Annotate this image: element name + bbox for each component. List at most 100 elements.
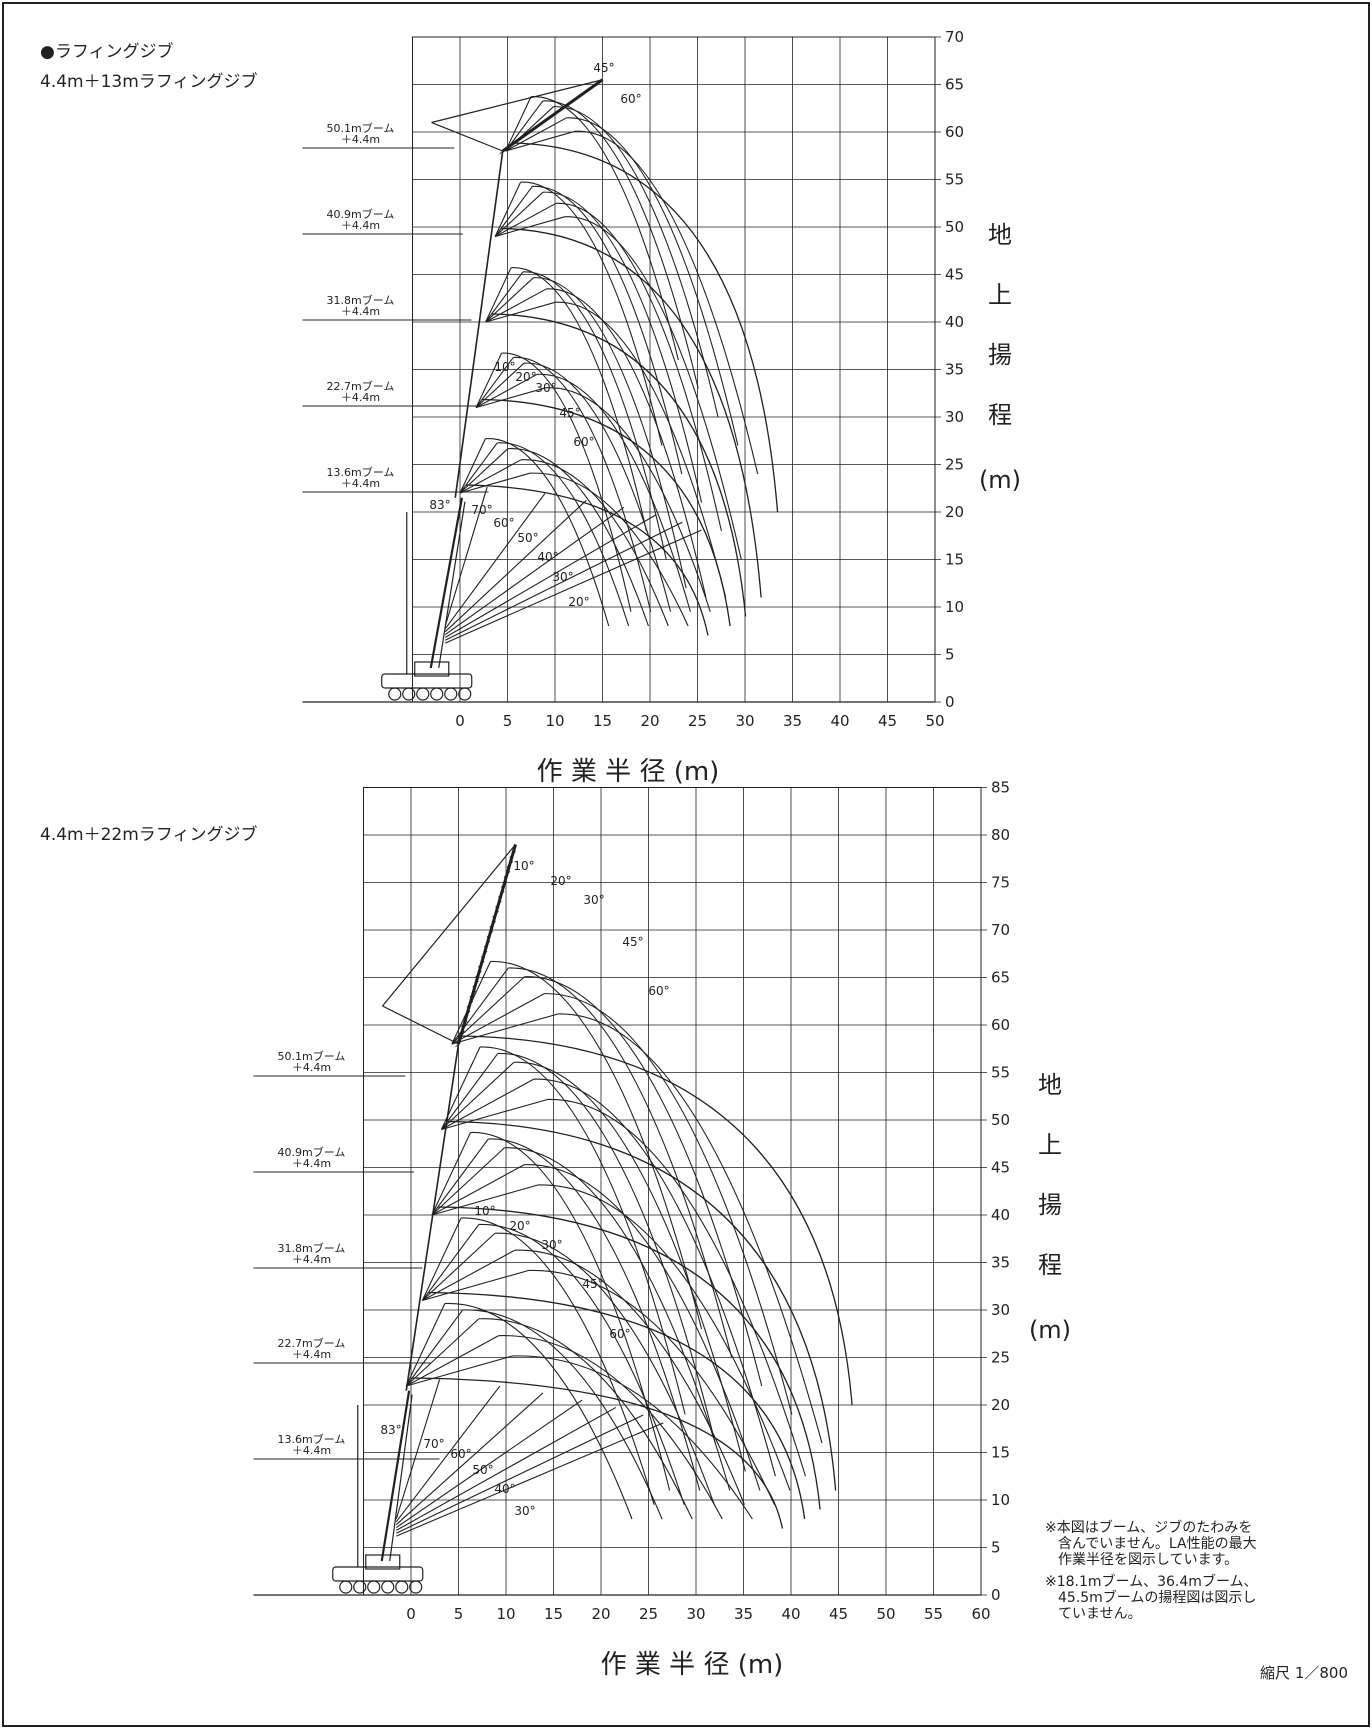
lattice-brace [492,911,499,918]
y-tick-label: 35 [945,361,964,379]
boom-angle-line [396,1422,664,1537]
boom-angle-line [396,1414,644,1534]
lattice-brace [495,901,502,908]
jib-angle-label: 20° [509,1219,530,1233]
x-tick-label: 50 [876,1605,895,1623]
working-radius-curve [444,1302,633,1520]
jib-position-line [421,1224,480,1301]
jib-position-line [441,1061,515,1130]
x-tick-label: 50 [925,712,944,730]
y-tick-label: 5 [945,646,955,664]
working-radius-curve [565,216,742,560]
jib-position-line [405,1318,480,1387]
jib-length-label: ＋4.4m [292,1253,331,1266]
y-tick-label: 50 [945,218,964,236]
working-radius-curve [544,993,793,1415]
y-tick-label: 75 [991,874,1010,892]
chart1-crane-drawing [381,78,604,701]
jib-position-line [441,1098,548,1131]
x-tick-label: 10 [545,712,564,730]
y-tick-label: 15 [991,1444,1010,1462]
working-radius-curve [522,271,667,560]
working-radius-curve [547,1098,807,1477]
jib-angle-label: 40° [537,550,558,564]
jib-position-line [485,301,556,323]
y-tick-label: 0 [945,693,955,711]
lattice-brace [500,881,508,888]
jib-angle-label: 10° [474,1204,495,1218]
y-tick-label: 15 [945,551,964,569]
jib-angle-label: 45° [593,61,614,75]
jib-length-label: ＋4.4m [341,219,380,232]
y-tick-label: 55 [991,1064,1010,1082]
chart1-x-axis-label: 作 業 半 径 (m) [537,757,720,787]
jib-angle-label: 10° [494,360,515,374]
note-line: ※18.1mブーム、36.4mブーム、 [1045,1573,1258,1590]
crane-wheel [416,687,430,701]
x-tick-label: 15 [544,1605,563,1623]
x-tick-label: 60 [971,1605,990,1623]
working-radius-curve [501,352,632,612]
working-radius-curve [528,1269,776,1505]
chart1-range-diagram: 0 5 10 15 20 25 30 35 40 45 50 0 5 10 15 20 25 30 35 40 45 5… [302,28,1021,787]
lattice-brace [480,950,488,958]
working-radius-curve [513,1061,746,1472]
boom-length-label: 22.7mブーム [278,1336,346,1350]
y-label-char: 上 [1038,1131,1062,1159]
lattice-brace [504,144,512,151]
boom-angle-line [444,506,625,635]
jib-stay-rope [431,79,603,124]
jib-angle-label: 30° [541,1238,562,1252]
jib-length-label: ＋4.4m [341,305,380,318]
working-radius-curve [555,301,727,598]
lattice-brace [486,930,494,938]
working-radius-curve [529,472,689,627]
jib-angle-label: 20° [515,370,536,384]
jib-angle-label: 30° [514,1504,535,1518]
jib-angle-label: 60° [573,435,594,449]
boom-angle-line [395,1392,544,1526]
lattice-brace [475,970,482,978]
jib-angle-label: 70° [471,503,492,517]
jib-angle-label: 45° [622,935,643,949]
jib-position-line [405,1303,446,1387]
x-tick-label: 40 [781,1605,800,1623]
y-tick-label: 40 [991,1206,1010,1224]
jib-position-line [505,117,567,152]
chart2-subtitle: 4.4m＋22mラフィングジブ [40,824,257,845]
working-radius-curve [520,181,663,446]
crane-boom [380,1390,411,1562]
chart1-angle-labels: 45°60°10°20°30°45°60°83° 70°60°50°40°30°2… [429,61,641,609]
jib-angle-label: 60° [450,1447,471,1461]
lattice-brace [579,90,586,98]
y-label-char: (m) [979,466,1021,494]
y-tick-label: 45 [945,266,964,284]
y-label-char: 上 [988,281,1012,309]
y-tick-label: 0 [991,1586,1001,1604]
jib-position-line [421,1217,462,1301]
x-tick-label: 5 [503,712,513,730]
crane-wheel [458,687,472,701]
y-tick-label: 70 [991,921,1010,939]
working-radius-curve [504,1147,731,1491]
jib-position-line [476,387,547,409]
note-line: ていません。 [1058,1606,1142,1622]
working-radius-curve [512,1355,753,1520]
x-tick-label: 0 [455,712,465,730]
y-tick-label: 60 [991,1016,1010,1034]
working-radius-curve [524,1164,761,1491]
jib-position-line [494,181,522,237]
note-line: 含んでいません。LA性能の最大 [1058,1536,1257,1552]
x-tick-label: 45 [878,712,897,730]
jib-position-line [505,96,532,152]
lattice-brace [529,126,536,133]
jib-angle-label: 60° [620,92,641,106]
lattice-brace [466,1000,474,1008]
x-tick-label: 40 [830,712,849,730]
jib-position-line [406,1355,513,1387]
lattice-brace [584,87,591,94]
boom-angle-line [444,486,488,627]
working-radius-curve [514,1249,745,1505]
